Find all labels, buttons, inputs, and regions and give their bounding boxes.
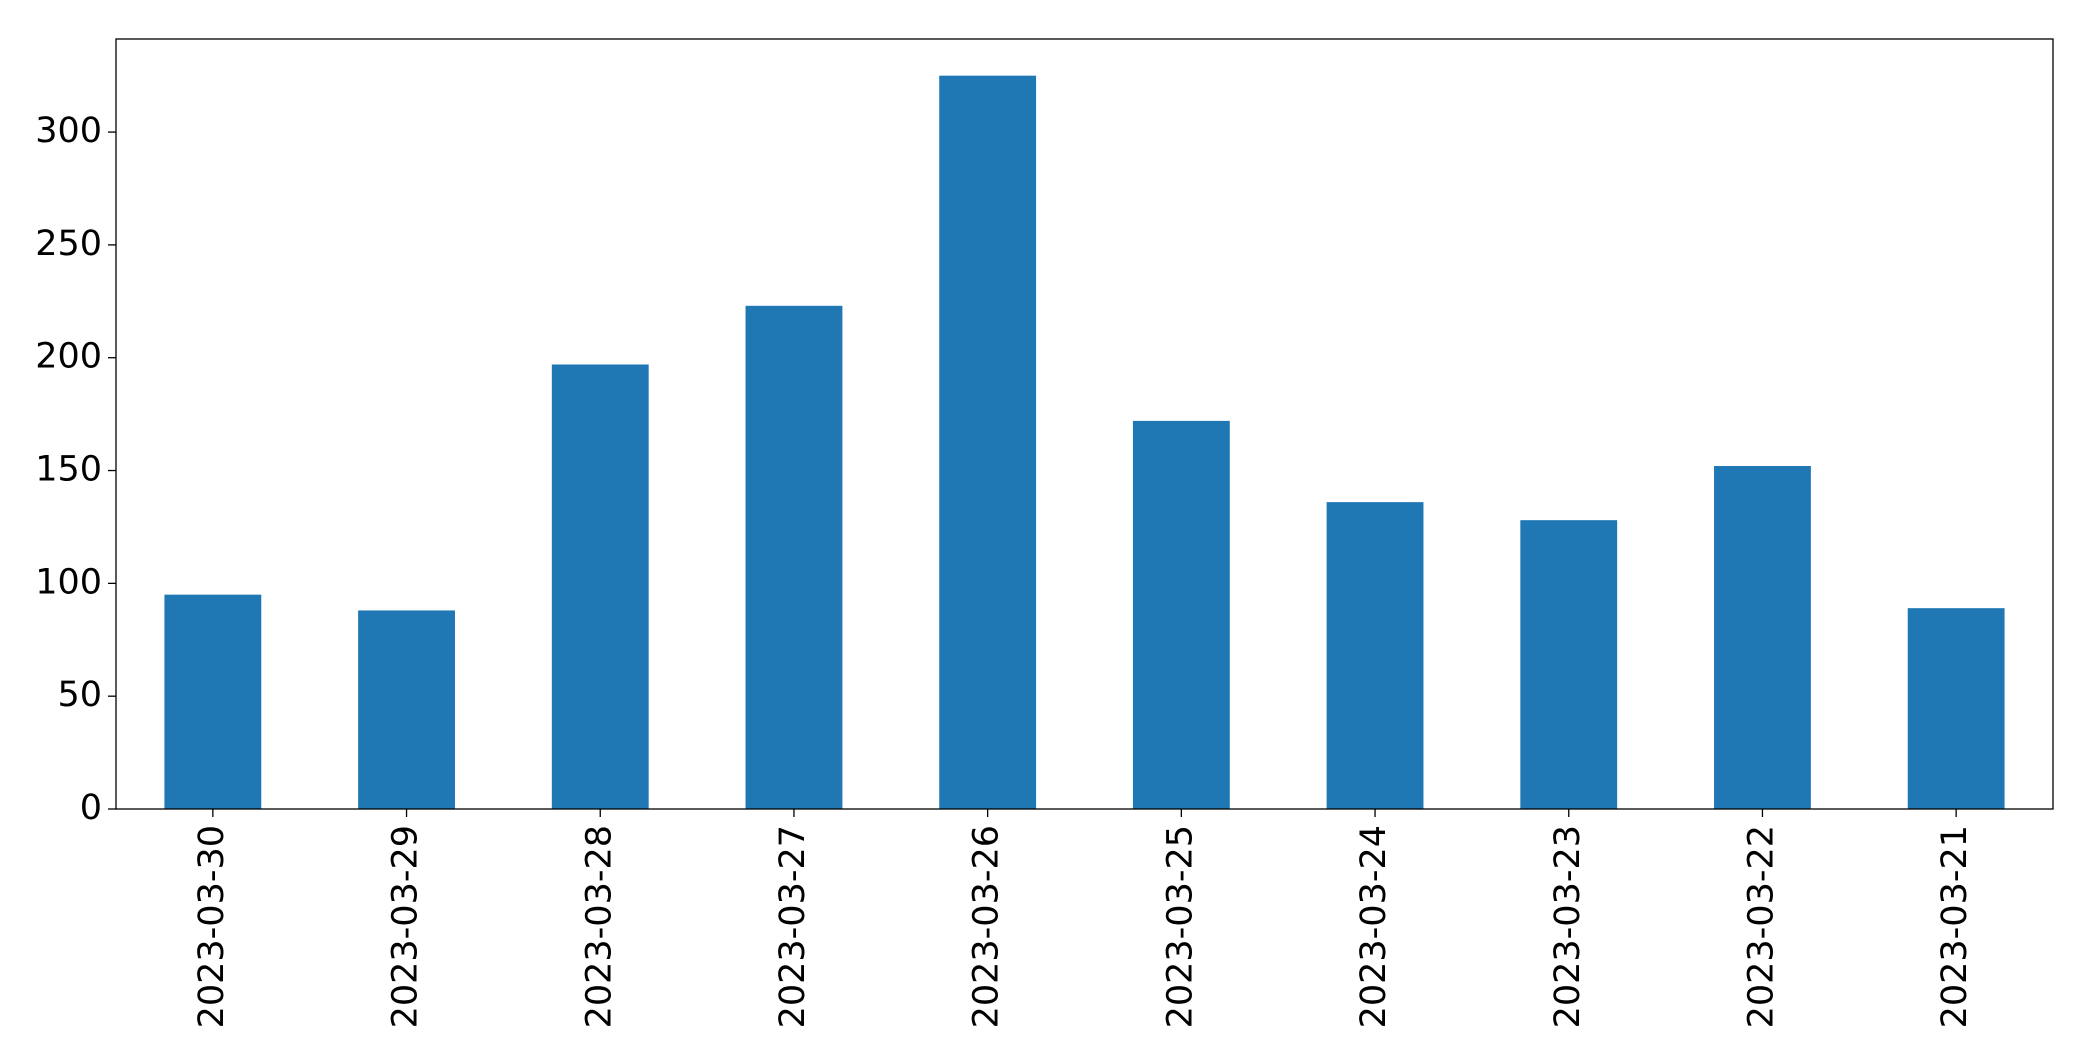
bar	[745, 305, 843, 809]
bar	[164, 594, 262, 809]
x-tick-label: 2023-03-29	[386, 825, 426, 1028]
y-tick-label: 150	[35, 450, 102, 490]
bar	[1132, 420, 1230, 809]
x-tick-label: 2023-03-23	[1548, 825, 1588, 1028]
bar	[551, 364, 649, 809]
bar	[1520, 520, 1618, 809]
x-tick-label: 2023-03-25	[1160, 825, 1200, 1028]
y-tick-label: 200	[35, 337, 102, 377]
y-tick-label: 300	[35, 111, 102, 151]
x-tick-label: 2023-03-28	[579, 825, 619, 1028]
y-tick-label: 0	[80, 788, 102, 828]
x-tick-label: 2023-03-22	[1741, 825, 1781, 1028]
y-tick-label: 50	[57, 675, 102, 715]
bar	[1907, 608, 2005, 809]
x-tick-label: 2023-03-26	[967, 825, 1007, 1028]
y-tick-label: 250	[35, 224, 102, 264]
x-tick-label: 2023-03-21	[1935, 825, 1975, 1028]
bar	[1326, 502, 1424, 809]
x-tick-label: 2023-03-30	[192, 825, 232, 1028]
x-tick-label: 2023-03-27	[773, 825, 813, 1028]
bar	[1714, 466, 1811, 809]
bar	[939, 75, 1037, 809]
bar	[358, 610, 455, 809]
plot-frame	[115, 38, 2054, 810]
x-tick-label: 2023-03-24	[1354, 825, 1394, 1028]
y-tick-label: 100	[35, 562, 102, 602]
